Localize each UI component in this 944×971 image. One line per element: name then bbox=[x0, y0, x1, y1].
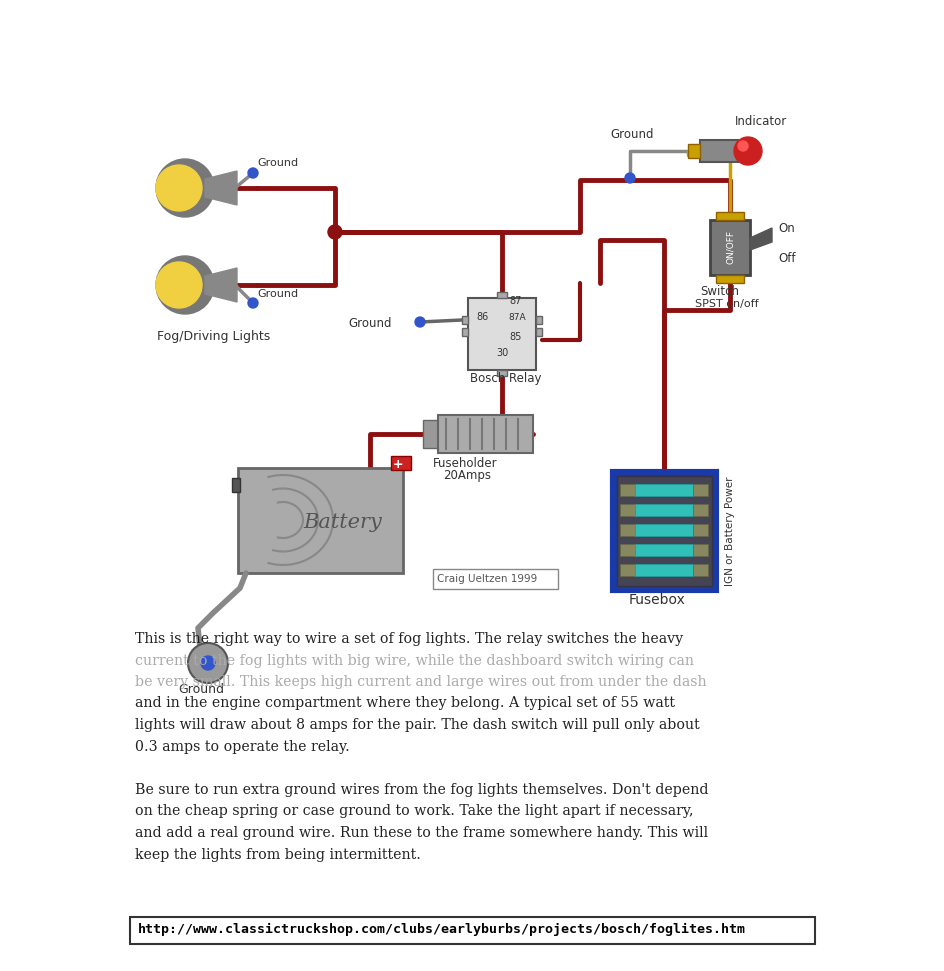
Bar bbox=[692, 524, 707, 536]
Bar bbox=[634, 564, 692, 576]
Text: This is the right way to wire a set of fog lights. The relay switches the heavy: This is the right way to wire a set of f… bbox=[135, 632, 683, 646]
Text: 86: 86 bbox=[476, 312, 488, 322]
Text: and add a real ground wire. Run these to the frame somewhere handy. This will: and add a real ground wire. Run these to… bbox=[135, 826, 707, 840]
Ellipse shape bbox=[156, 262, 202, 308]
Ellipse shape bbox=[733, 137, 761, 165]
Bar bbox=[619, 504, 634, 516]
Bar bbox=[612, 471, 716, 591]
Bar bbox=[462, 328, 467, 336]
Text: Ground: Ground bbox=[347, 317, 391, 330]
Bar bbox=[238, 468, 402, 573]
Text: Battery: Battery bbox=[303, 513, 381, 532]
Bar bbox=[692, 544, 707, 556]
Text: Switch: Switch bbox=[700, 285, 738, 298]
Text: Bosch Relay: Bosch Relay bbox=[469, 372, 541, 385]
Bar bbox=[716, 212, 743, 220]
Text: Ground: Ground bbox=[257, 158, 297, 168]
Ellipse shape bbox=[156, 159, 213, 217]
Text: SPST on/off: SPST on/off bbox=[694, 299, 758, 309]
Bar bbox=[634, 544, 692, 556]
Circle shape bbox=[188, 643, 228, 683]
Bar bbox=[462, 316, 467, 324]
Bar bbox=[692, 564, 707, 576]
Text: Off: Off bbox=[777, 252, 795, 265]
Bar bbox=[692, 504, 707, 516]
Bar bbox=[535, 328, 542, 336]
Text: 85: 85 bbox=[509, 332, 522, 342]
Circle shape bbox=[328, 225, 342, 239]
Text: On: On bbox=[777, 222, 794, 235]
Text: current to the fog lights with big wire, while the dashboard switch wiring can: current to the fog lights with big wire,… bbox=[135, 653, 693, 667]
Bar bbox=[232, 478, 240, 492]
Text: 0.3 amps to operate the relay.: 0.3 amps to operate the relay. bbox=[135, 740, 349, 753]
Text: Ground: Ground bbox=[610, 128, 653, 141]
Bar bbox=[437, 415, 532, 453]
Text: 30: 30 bbox=[496, 348, 508, 358]
Text: +: + bbox=[393, 458, 403, 472]
Bar bbox=[619, 484, 634, 496]
Text: on the cheap spring or case ground to work. Take the light apart if necessary,: on the cheap spring or case ground to wo… bbox=[135, 805, 693, 819]
Circle shape bbox=[247, 298, 258, 308]
Polygon shape bbox=[205, 171, 237, 205]
Text: and in the engine compartment where they belong. A typical set of 55 watt: and in the engine compartment where they… bbox=[135, 696, 674, 711]
Text: 87: 87 bbox=[509, 296, 522, 306]
Bar bbox=[619, 524, 634, 536]
Ellipse shape bbox=[156, 256, 213, 314]
Text: 87A: 87A bbox=[508, 313, 525, 322]
Bar bbox=[619, 564, 634, 576]
Bar bbox=[716, 275, 743, 283]
Bar bbox=[616, 476, 711, 586]
Text: lights will draw about 8 amps for the pair. The dash switch will pull only about: lights will draw about 8 amps for the pa… bbox=[135, 718, 699, 732]
Text: http://www.classictruckshop.com/clubs/earlyburbs/projects/bosch/foglites.htm: http://www.classictruckshop.com/clubs/ea… bbox=[138, 922, 745, 936]
Text: Fuseholder: Fuseholder bbox=[432, 457, 497, 470]
Text: Be sure to run extra ground wires from the fog lights themselves. Don't depend: Be sure to run extra ground wires from t… bbox=[135, 783, 708, 797]
Polygon shape bbox=[750, 228, 771, 250]
Bar bbox=[709, 220, 750, 275]
Text: keep the lights from being intermittent.: keep the lights from being intermittent. bbox=[135, 848, 420, 861]
Bar bbox=[497, 370, 507, 376]
Bar bbox=[391, 456, 411, 470]
Text: Ground: Ground bbox=[177, 683, 224, 696]
Circle shape bbox=[201, 656, 215, 670]
Text: Ground: Ground bbox=[257, 289, 297, 299]
Ellipse shape bbox=[156, 165, 202, 211]
Circle shape bbox=[414, 317, 425, 327]
Bar bbox=[432, 569, 557, 589]
Bar bbox=[467, 298, 535, 370]
Text: Indicator: Indicator bbox=[734, 115, 786, 128]
Bar bbox=[634, 504, 692, 516]
Bar bbox=[692, 484, 707, 496]
Bar bbox=[634, 524, 692, 536]
Circle shape bbox=[624, 173, 634, 183]
Text: Fog/Driving Lights: Fog/Driving Lights bbox=[157, 330, 270, 343]
Text: IGN or Battery Power: IGN or Battery Power bbox=[724, 476, 734, 586]
Circle shape bbox=[737, 141, 748, 151]
Circle shape bbox=[247, 168, 258, 178]
Text: Fusebox: Fusebox bbox=[629, 593, 685, 607]
Text: be very small. This keeps high current and large wires out from under the dash: be very small. This keeps high current a… bbox=[135, 675, 706, 689]
Polygon shape bbox=[205, 268, 237, 302]
Text: ON/OFF: ON/OFF bbox=[725, 230, 733, 264]
Bar bbox=[700, 140, 737, 162]
Bar bbox=[423, 420, 441, 448]
Text: 20Amps: 20Amps bbox=[443, 469, 491, 482]
Bar bbox=[130, 917, 814, 944]
Bar bbox=[634, 484, 692, 496]
Bar bbox=[535, 316, 542, 324]
Bar bbox=[497, 292, 507, 298]
Bar bbox=[619, 544, 634, 556]
Text: Craig Ueltzen 1999: Craig Ueltzen 1999 bbox=[436, 574, 537, 584]
Bar bbox=[687, 144, 700, 158]
